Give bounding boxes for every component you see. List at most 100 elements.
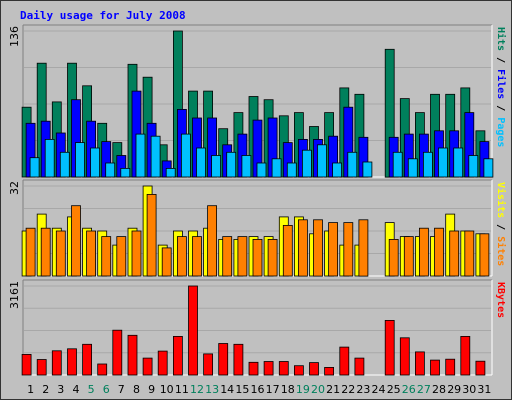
x-tick-label-4: 4 [73, 383, 80, 396]
bar-pages-day-27 [422, 151, 433, 178]
bar-pages-day-7 [120, 167, 131, 178]
bar-sites-day-16 [252, 238, 263, 277]
legend-item-hits: Hits [495, 27, 507, 51]
bar-kbytes-day-28 [430, 359, 440, 376]
x-tick-label-7: 7 [118, 383, 125, 396]
bar-pages-day-20 [317, 144, 327, 178]
bar-sites-day-14 [222, 236, 233, 277]
y-max-label: 3161 [8, 281, 21, 309]
bar-kbytes-day-25 [384, 319, 395, 376]
bar-sites-day-1 [25, 227, 36, 277]
bar-sites-day-11 [176, 236, 187, 277]
legend-item-files: Files [495, 69, 507, 99]
bar-sites-day-12 [192, 236, 202, 277]
x-tick-label-14: 14 [220, 383, 234, 396]
legend-separator: / [495, 218, 506, 236]
bar-kbytes-day-10 [157, 350, 168, 376]
bar-sites-day-8 [131, 230, 142, 277]
bar-kbytes-day-5 [82, 343, 92, 376]
bar-kbytes-day-21 [324, 366, 335, 376]
x-tick-label-25: 25 [387, 383, 401, 396]
x-tick-label-22: 22 [341, 383, 355, 396]
x-tick-label-2: 2 [42, 383, 49, 396]
bar-kbytes-day-19 [293, 365, 304, 376]
bar-kbytes-day-15 [233, 343, 244, 376]
bar-kbytes-day-7 [112, 329, 123, 376]
panel-background [23, 280, 492, 375]
bar-pages-day-25 [392, 151, 403, 178]
bar-pages-day-29 [453, 147, 464, 178]
panel-hits-files-pages: 136 Hits / Files / Pages [8, 24, 507, 178]
x-tick-label-27: 27 [417, 383, 431, 396]
x-tick-label-18: 18 [281, 383, 295, 396]
x-tick-label-23: 23 [356, 383, 370, 396]
legend-item-sites: Sites [495, 236, 507, 266]
bar-kbytes-day-31 [475, 360, 486, 376]
y-max-label: 136 [8, 26, 21, 47]
bar-kbytes-day-23 [354, 357, 365, 376]
bar-sites-day-13 [207, 205, 218, 277]
bar-kbytes-day-20 [309, 362, 319, 376]
x-tick-label-9: 9 [148, 383, 155, 396]
x-tick-label-10: 10 [160, 383, 174, 396]
bar-kbytes-day-1 [21, 353, 32, 376]
bar-pages-day-8 [135, 133, 146, 178]
bar-sites-day-31 [479, 233, 490, 277]
bar-sites-day-6 [101, 236, 112, 277]
bar-kbytes-day-14 [218, 343, 229, 376]
panel-visits-sites: 32 Visits / Sites [8, 179, 507, 277]
x-tick-label-6: 6 [103, 383, 110, 396]
bar-pages-day-12 [196, 147, 206, 178]
bar-pages-day-22 [347, 151, 358, 178]
x-tick-label-21: 21 [326, 383, 340, 396]
bar-kbytes-day-6 [97, 363, 108, 376]
bar-pages-day-16 [256, 162, 267, 178]
x-tick-label-19: 19 [296, 383, 310, 396]
bar-sites-day-30 [464, 230, 475, 277]
bar-sites-day-26 [403, 236, 414, 277]
bar-pages-day-17 [271, 158, 282, 178]
bar-kbytes-day-13 [203, 353, 214, 376]
bar-kbytes-day-27 [414, 351, 425, 376]
bar-kbytes-day-16 [248, 361, 259, 376]
bar-kbytes-day-26 [399, 337, 410, 376]
bar-pages-day-30 [468, 155, 479, 178]
bar-kbytes-day-11 [172, 335, 183, 376]
bar-sites-day-27 [418, 227, 429, 277]
bar-pages-day-3 [59, 151, 70, 178]
x-tick-label-29: 29 [447, 383, 461, 396]
bar-kbytes-day-2 [36, 359, 47, 376]
bar-pages-day-14 [226, 151, 237, 178]
bar-sites-day-25 [388, 238, 399, 277]
x-axis-labels: 1 2 3 4 5 6 7 8 9 10 11 12 13 14 15 16 17 18 19 20 21 22 23 24 2… [27, 383, 491, 396]
bar-sites-day-4 [71, 205, 81, 277]
bar-sites-day-3 [55, 230, 66, 277]
chart-title: Daily usage for July 2008 [20, 9, 186, 22]
y-max-label: 32 [8, 181, 21, 195]
legend-separator: / [495, 99, 506, 117]
bar-pages-day-23 [362, 161, 373, 178]
bar-kbytes-day-30 [460, 335, 471, 376]
bar-pages-day-18 [286, 162, 297, 178]
legend-item-kbytes: KBytes [495, 282, 506, 318]
bar-pages-day-6 [105, 162, 116, 178]
x-tick-label-1: 1 [27, 383, 34, 396]
bar-sites-day-20 [313, 219, 323, 277]
bar-pages-day-19 [301, 149, 312, 178]
x-tick-label-15: 15 [235, 383, 249, 396]
bar-kbytes-day-3 [51, 350, 62, 376]
bar-kbytes-day-29 [445, 358, 456, 376]
x-tick-label-24: 24 [372, 383, 386, 396]
bar-pages-day-4 [75, 142, 85, 178]
x-tick-label-28: 28 [432, 383, 446, 396]
bar-sites-day-18 [282, 224, 293, 277]
bar-sites-day-9 [146, 193, 157, 277]
bar-sites-day-29 [449, 230, 460, 277]
bar-pages-day-13 [211, 155, 222, 178]
bar-pages-day-9 [150, 135, 161, 178]
legend-kbytes: KBytes [495, 282, 506, 318]
bar-pages-day-21 [332, 162, 343, 178]
bar-sites-day-10 [161, 247, 172, 277]
